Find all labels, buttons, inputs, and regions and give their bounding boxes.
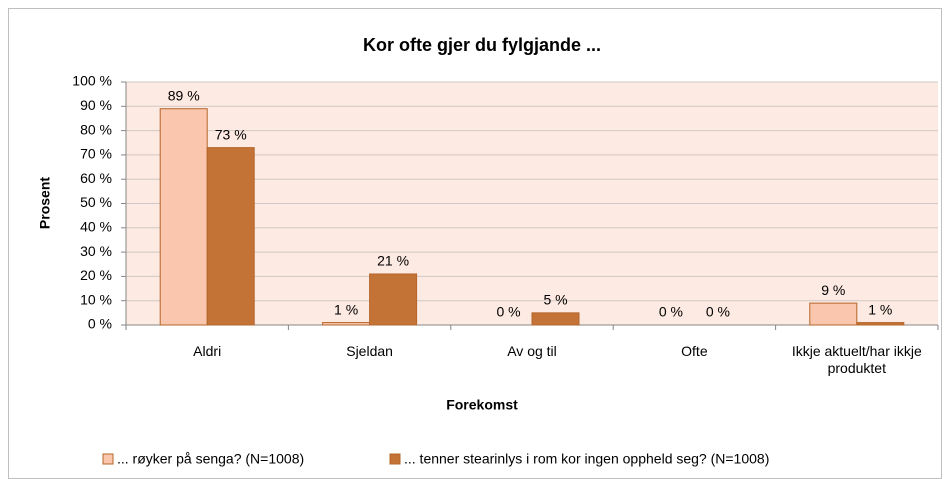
bar (206, 147, 255, 326)
y-axis-title: Prosent (37, 177, 53, 229)
y-tick-label: 60 % (80, 170, 112, 186)
x-tick-label: Av og til (507, 343, 557, 359)
data-label: 1 % (334, 301, 358, 317)
x-axis-title: Forekomst (446, 397, 518, 413)
legend-swatch (389, 453, 401, 465)
legend-label: ... tenner stearinlys i rom kor ingen op… (404, 451, 769, 467)
data-label: 0 % (706, 304, 730, 320)
y-tick-label: 80 % (80, 121, 112, 137)
data-label: 0 % (659, 304, 683, 320)
x-tick-label: Ofte (681, 343, 708, 359)
chart-title: Kor ofte gjer du fylgjande ... (363, 35, 601, 55)
data-label: 89 % (168, 87, 200, 103)
bar (322, 322, 371, 326)
y-tick-label: 90 % (80, 97, 112, 113)
bar (531, 312, 580, 326)
bar (809, 302, 858, 326)
x-tick-label: Aldri (193, 343, 222, 359)
y-tick-label: 0 % (88, 316, 112, 332)
data-label: 5 % (543, 292, 567, 308)
legend-label: ... røyker på senga? (N=1008) (117, 451, 304, 467)
data-label: 9 % (821, 282, 845, 298)
y-tick-label: 100 % (72, 73, 112, 89)
data-label: 73 % (215, 126, 247, 142)
y-tick-label: 20 % (80, 267, 112, 283)
x-tick-label: Ikkje aktuelt/har ikkje produktet (791, 343, 922, 376)
y-tick-label: 10 % (80, 291, 112, 307)
data-label: 21 % (377, 253, 409, 269)
bar (856, 322, 905, 326)
data-label: 1 % (868, 301, 892, 317)
bar (159, 108, 208, 326)
y-tick-label: 50 % (80, 194, 112, 210)
y-tick-label: 30 % (80, 243, 112, 259)
y-tick-label: 70 % (80, 146, 112, 162)
y-tick-label: 40 % (80, 219, 112, 235)
data-label: 0 % (496, 304, 520, 320)
x-tick-label: Sjeldan (346, 343, 393, 359)
legend-swatch (102, 453, 114, 465)
bar (369, 273, 418, 326)
